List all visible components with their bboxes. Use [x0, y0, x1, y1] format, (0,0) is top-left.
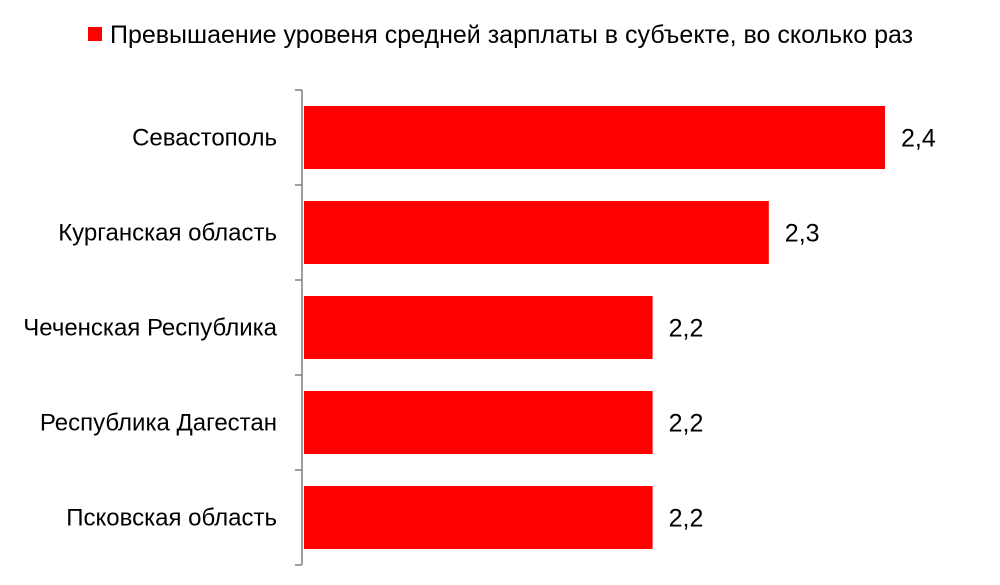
bar	[304, 296, 653, 359]
bar	[304, 106, 885, 169]
category-label: Республика Дагестан	[40, 410, 277, 437]
bar	[304, 391, 653, 454]
legend: Превышаение уровеня средней зарплаты в с…	[88, 21, 913, 49]
category-axis	[295, 89, 303, 566]
value-labels: 2,4 2,3 2,2 2,2 2,2	[669, 125, 936, 533]
data-label: 2,2	[669, 505, 704, 533]
bars	[304, 106, 885, 549]
data-label: 2,4	[901, 125, 936, 153]
category-label: Курганская область	[58, 220, 277, 247]
legend-label: Превышаение уровеня средней зарплаты в с…	[110, 21, 913, 49]
category-label: Севастополь	[132, 125, 277, 152]
legend-swatch	[88, 27, 102, 41]
category-label: Чеченская Республика	[23, 315, 277, 342]
data-label: 2,2	[669, 315, 704, 343]
data-label: 2,3	[785, 220, 820, 248]
bar	[304, 486, 653, 549]
category-label: Псковская область	[66, 505, 277, 532]
bar	[304, 201, 769, 264]
data-label: 2,2	[669, 410, 704, 438]
category-labels: Севастополь Курганская область Чеченская Р…	[23, 125, 277, 532]
